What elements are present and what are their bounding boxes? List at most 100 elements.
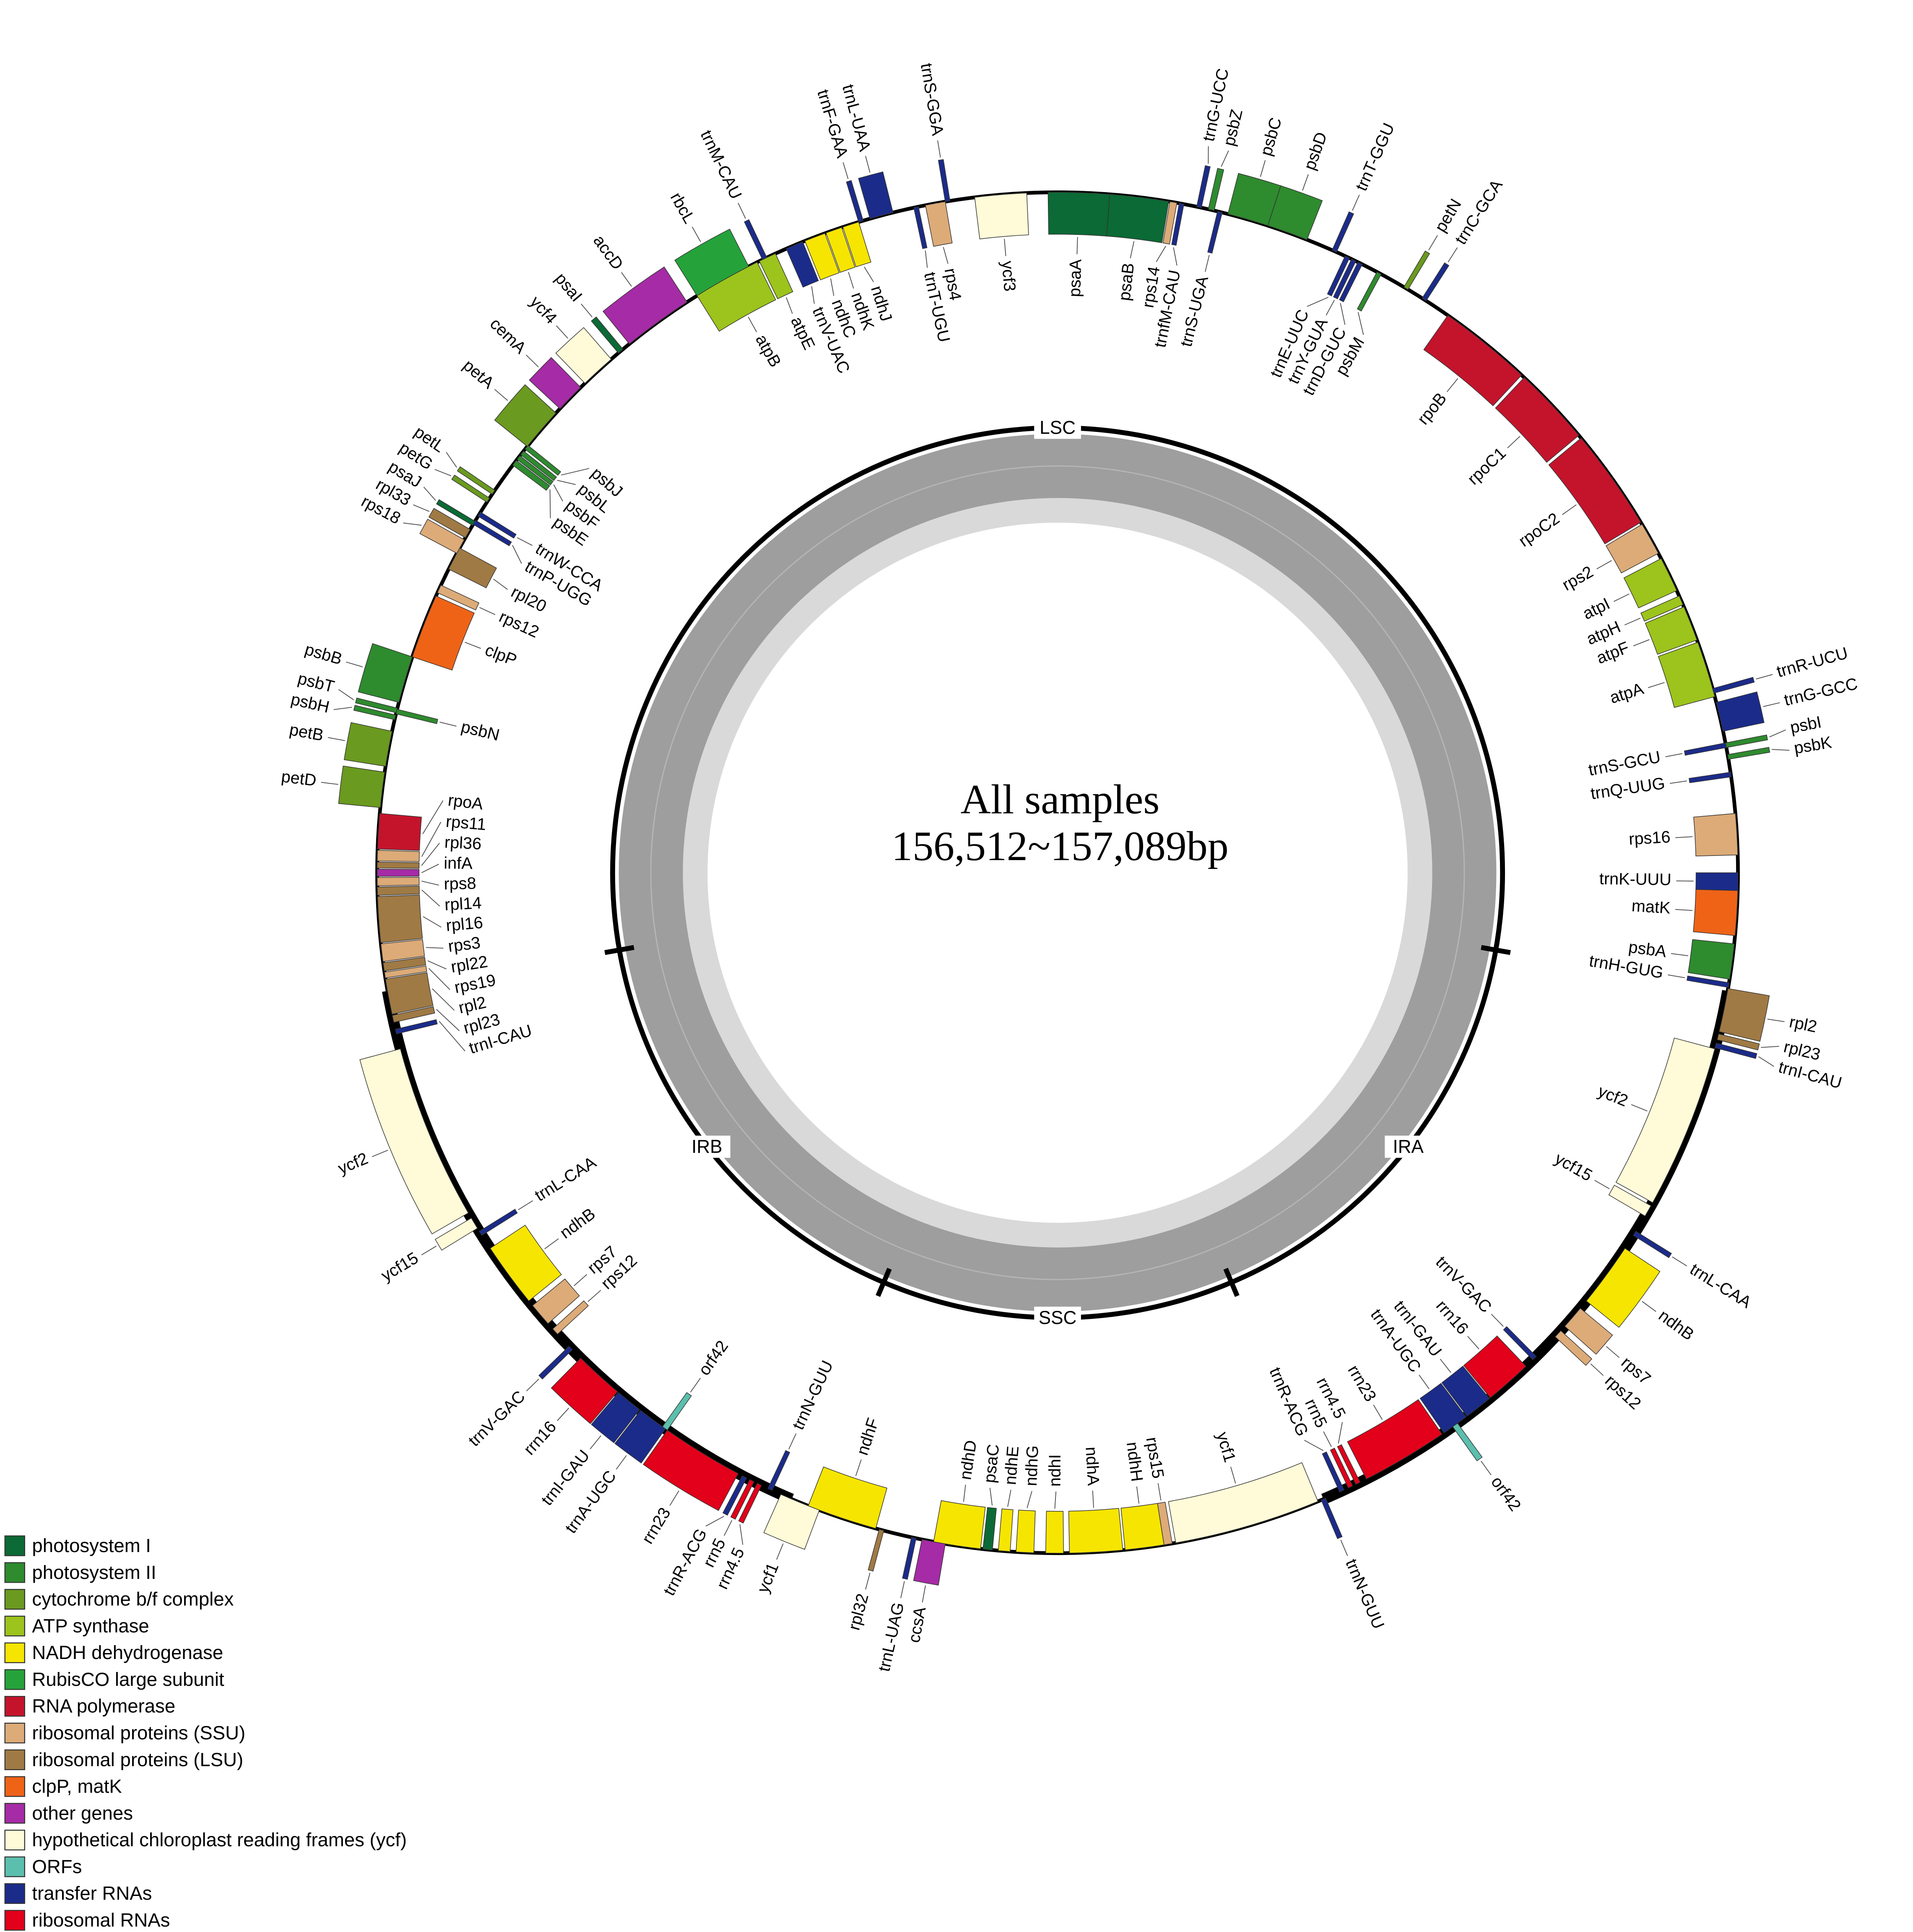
gene [382,957,426,972]
gene [730,1479,755,1520]
gene-label: ndhD [956,1439,980,1481]
gene [1684,742,1727,756]
leader-line [1004,239,1006,256]
gene-label: trnL-UAG [875,1601,907,1673]
leader-line [525,354,539,367]
leader-line [724,1520,733,1536]
leader-line [544,1238,559,1249]
gene [377,894,423,943]
gene [982,1507,997,1551]
gene [1495,377,1580,463]
leader-line [426,947,444,949]
legend-label: cytochrome b/f complex [32,1589,234,1610]
leader-line [561,468,590,476]
gene-label: matK [1631,897,1671,917]
gene [479,1209,518,1236]
gene [744,219,767,260]
gene [1548,437,1641,544]
leader-line [1642,1301,1656,1312]
gene [359,1048,469,1235]
gene-label: trnV-GAC [465,1387,529,1450]
gene [392,1006,435,1023]
gene-label: psaC [980,1443,1003,1484]
region-label: LSC [1040,418,1076,438]
gene [1554,1330,1593,1366]
gene-label: ndhI [1046,1454,1064,1487]
gene [1687,975,1730,988]
gene [738,1483,762,1524]
gene-label: trnR-UCU [1775,644,1850,681]
leader-line [690,1378,701,1393]
gene-label: ycf4 [526,293,561,328]
leader-line [423,916,442,928]
leader-line [1221,150,1229,167]
gene [338,765,385,808]
legend-label: other genes [32,1802,133,1824]
gene [380,939,425,962]
gene [1162,201,1177,244]
gene [1658,642,1715,708]
leader-line [327,737,345,741]
leader-line [811,286,815,304]
gene-label: ycf15 [1552,1149,1595,1185]
legend-label: hypothetical chloroplast reading frames … [32,1829,407,1851]
gene [437,585,480,611]
gene-label: trnT-GGU [1352,120,1398,194]
gene [412,595,475,671]
leader-line [413,504,430,512]
leader-line [403,523,422,526]
leader-line [738,203,746,219]
gene-label: ndhB [1655,1306,1697,1344]
leader-line [1756,674,1773,680]
gene [938,159,951,202]
legend-label: clpP, matK [32,1776,122,1797]
leader-line [1157,1483,1162,1500]
center-title: All samples [961,776,1160,822]
gene [1693,889,1738,936]
region-boundary [876,1268,892,1297]
leader-line [1758,1056,1774,1067]
leader-line [372,1149,388,1157]
gene [1441,1365,1490,1417]
gene [448,547,497,588]
leader-line [855,1459,862,1476]
leader-line [989,1487,993,1506]
gene [643,1430,739,1511]
gene [1623,558,1677,608]
gene [1463,1335,1526,1399]
gene-label: psaI [551,269,586,305]
gene [1716,691,1765,732]
leader-line [925,250,928,268]
gene [786,241,819,288]
leader-line [421,842,440,866]
gene-label: rpl16 [445,913,484,935]
gene [1718,988,1770,1042]
gene [1503,1326,1537,1360]
gene [1327,255,1350,296]
gene-label: ndhB [556,1204,599,1242]
leader-line [518,1200,533,1210]
leader-line [848,272,854,289]
gene-label: trnI-CAU [1777,1058,1844,1092]
gene-label: rps8 [444,874,476,893]
legend-swatch [4,1722,25,1744]
gene-label: petD [280,767,317,790]
gene [1068,1508,1123,1554]
gene [1016,1510,1036,1553]
leader-line [1307,296,1329,307]
leader-line [788,1433,797,1450]
region-boundary [1223,1268,1240,1297]
leader-line [900,1581,905,1598]
gene-label: trnL-CAA [1687,1260,1754,1312]
gene [517,455,554,486]
leader-line [333,707,352,710]
leader-line [321,782,338,785]
legend-swatch [4,1669,25,1690]
gene [478,512,517,539]
legend-swatch [4,1562,25,1583]
genes [338,159,1770,1586]
gene-label: trnM-CAU [697,127,746,202]
gene-label: trnL-CAA [532,1153,600,1205]
gene [377,813,422,851]
gene [767,1450,790,1491]
